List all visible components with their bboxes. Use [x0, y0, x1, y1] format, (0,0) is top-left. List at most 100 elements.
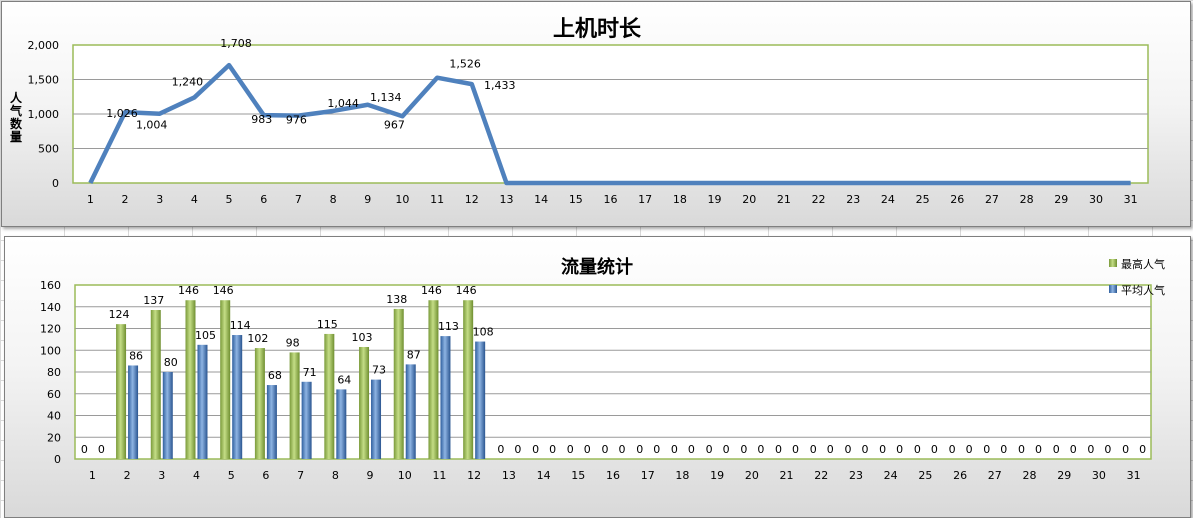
data-label: 0 — [896, 443, 903, 456]
data-label: 1,044 — [327, 97, 359, 110]
bar-max-popularity — [428, 300, 439, 459]
x-tick-label: 24 — [884, 469, 898, 482]
y-tick-label: 0 — [54, 453, 61, 466]
bar-max-popularity — [220, 300, 231, 459]
x-tick-label: 24 — [881, 193, 895, 206]
x-tick-label: 23 — [849, 469, 863, 482]
x-tick-label: 7 — [295, 193, 302, 206]
x-tick-label: 16 — [606, 469, 620, 482]
data-label: 138 — [386, 293, 407, 306]
data-label: 1,708 — [220, 37, 252, 50]
data-label: 1,026 — [106, 107, 138, 120]
data-label: 0 — [1104, 443, 1111, 456]
y-tick-label: 40 — [47, 410, 61, 423]
data-label: 73 — [372, 364, 386, 377]
x-tick-label: 26 — [950, 193, 964, 206]
x-tick-label: 30 — [1092, 469, 1106, 482]
bar-avg-popularity — [266, 385, 277, 459]
x-tick-label: 22 — [814, 469, 828, 482]
data-label: 98 — [286, 336, 300, 349]
data-label: 0 — [619, 443, 626, 456]
data-label: 0 — [983, 443, 990, 456]
data-label: 0 — [792, 443, 799, 456]
data-label: 0 — [723, 443, 730, 456]
x-tick-label: 29 — [1054, 193, 1068, 206]
x-tick-label: 27 — [985, 193, 999, 206]
x-tick-label: 20 — [742, 193, 756, 206]
x-tick-label: 2 — [122, 193, 129, 206]
data-label: 0 — [98, 443, 105, 456]
x-tick-label: 12 — [465, 193, 479, 206]
data-label: 64 — [337, 373, 351, 386]
data-label: 1,526 — [449, 58, 481, 71]
x-tick-label: 19 — [710, 469, 724, 482]
data-label: 0 — [1053, 443, 1060, 456]
data-label: 0 — [1087, 443, 1094, 456]
y-tick-label: 1,000 — [28, 108, 60, 121]
x-tick-label: 13 — [499, 193, 513, 206]
data-label: 0 — [931, 443, 938, 456]
data-label: 146 — [213, 284, 234, 297]
bar-avg-popularity — [128, 365, 139, 459]
bar-max-popularity — [116, 324, 127, 459]
x-tick-label: 5 — [226, 193, 233, 206]
data-label: 0 — [1018, 443, 1025, 456]
data-label: 0 — [81, 443, 88, 456]
data-label: 80 — [164, 356, 178, 369]
y-tick-label: 80 — [47, 366, 61, 379]
usage-duration-chart-panel[interactable]: 0 500 1,000 1,500 2,000 1 2 3 4 5 6 7 8 9 10 11 12 13 14 15… — [1, 1, 1191, 227]
data-label: 0 — [914, 443, 921, 456]
data-label: 68 — [268, 369, 282, 382]
y-tick-label: 100 — [40, 344, 61, 357]
x-tick-label: 18 — [675, 469, 689, 482]
bar-avg-popularity — [162, 372, 173, 459]
data-label: 146 — [456, 284, 477, 297]
data-label: 146 — [421, 284, 442, 297]
data-label: 0 — [1070, 443, 1077, 456]
legend-swatch-max-popularity — [1109, 259, 1117, 267]
series-line — [88, 62, 1131, 186]
data-label: 0 — [688, 443, 695, 456]
y-tick-label: 120 — [40, 323, 61, 336]
bar-max-popularity — [324, 333, 335, 459]
x-tick-label: 22 — [812, 193, 826, 206]
x-tick-label: 3 — [156, 193, 163, 206]
x-tick-label: 31 — [1127, 469, 1141, 482]
data-label: 0 — [740, 443, 747, 456]
x-tick-label: 3 — [158, 469, 165, 482]
bar-max-popularity — [463, 300, 474, 459]
x-tick-label: 16 — [604, 193, 618, 206]
chart-title: 上机时长 — [553, 17, 642, 42]
data-label: 0 — [549, 443, 556, 456]
data-label: 0 — [966, 443, 973, 456]
x-tick-label: 10 — [398, 469, 412, 482]
y-tick-label: 0 — [52, 177, 59, 190]
data-label: 0 — [1000, 443, 1007, 456]
bar-max-popularity — [359, 346, 370, 459]
y-tick-label: 20 — [47, 431, 61, 444]
y-tick-label: 500 — [38, 143, 59, 156]
data-label: 1,240 — [172, 75, 204, 88]
data-label: 105 — [195, 329, 216, 342]
bar-max-popularity — [185, 300, 196, 459]
x-tick-label: 28 — [1023, 469, 1037, 482]
data-label: 137 — [143, 294, 164, 307]
data-label: 0 — [653, 443, 660, 456]
traffic-stats-chart-panel[interactable]: 0 20 40 60 80 100 120 140 160 1 2 3 4 5 6 7 8 9 10 11 12 13 14… — [4, 236, 1191, 518]
legend-label: 平均人气 — [1121, 283, 1165, 297]
x-tick-label: 14 — [534, 193, 548, 206]
data-label: 0 — [949, 443, 956, 456]
x-tick-label: 28 — [1020, 193, 1034, 206]
x-tick-label: 11 — [430, 193, 444, 206]
x-tick-label: 4 — [193, 469, 200, 482]
x-tick-label: 30 — [1089, 193, 1103, 206]
x-tick-label: 9 — [367, 469, 374, 482]
y-tick-label: 160 — [40, 279, 61, 292]
x-tick-label: 26 — [953, 469, 967, 482]
data-label: 102 — [247, 332, 268, 345]
data-label: 0 — [1139, 443, 1146, 456]
x-tick-label: 9 — [364, 193, 371, 206]
data-label: 87 — [407, 348, 421, 361]
y-tick-label: 60 — [47, 388, 61, 401]
